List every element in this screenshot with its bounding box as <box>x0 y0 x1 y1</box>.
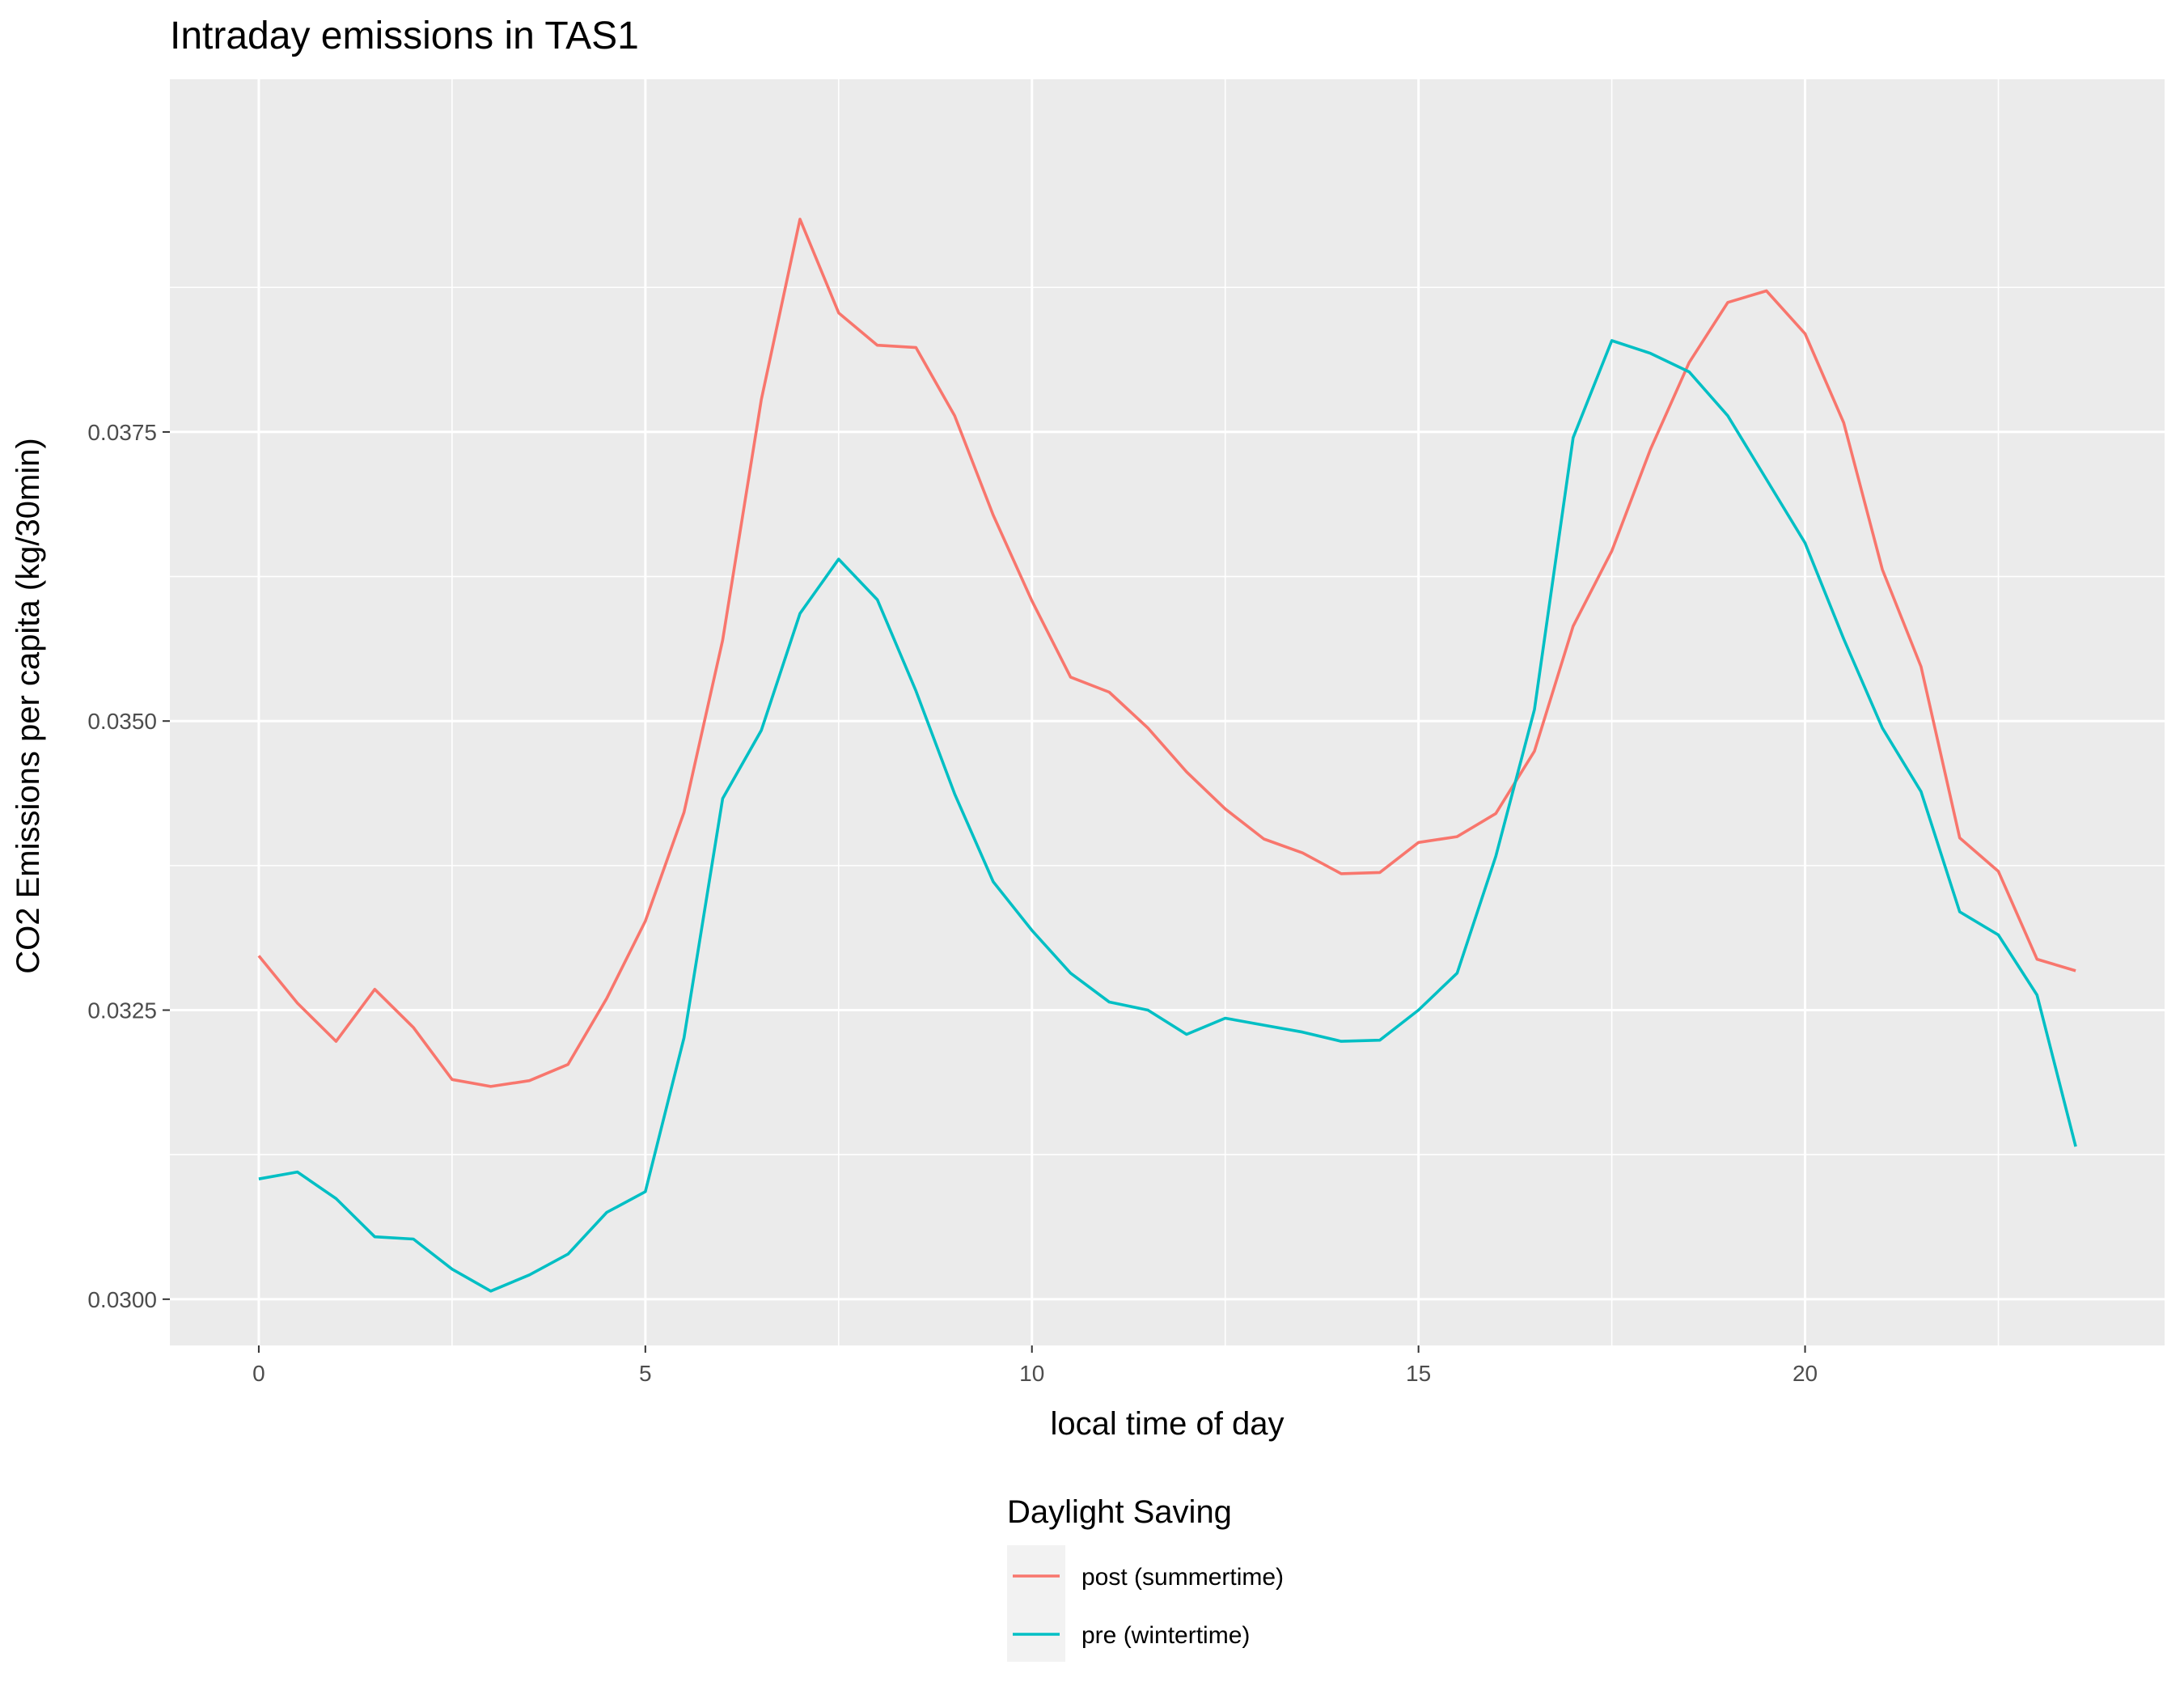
y-tick-label: 0.0350 <box>87 709 157 734</box>
series-layer <box>257 218 2077 1293</box>
x-axis-title: local time of day <box>1050 1406 1284 1442</box>
x-axis: 0 5 10 15 20 <box>252 1345 1818 1386</box>
x-tick-label: 20 <box>1792 1361 1818 1386</box>
legend-key-background <box>1007 1545 1065 1662</box>
legend-entry-label: post (summertime) <box>1081 1564 1284 1591</box>
major-gridlines <box>170 79 2165 1345</box>
plot-panel <box>170 79 2165 1345</box>
x-tick-label: 10 <box>1019 1361 1044 1386</box>
legend-entry-label: pre (wintertime) <box>1081 1622 1250 1649</box>
x-tick-label: 0 <box>252 1361 265 1386</box>
legend: Daylight Saving post (summertime) pre (wi… <box>1007 1494 1284 1662</box>
legend-keys: post (summertime) pre (wintertime) <box>1007 1545 1284 1662</box>
y-axis-title: CO2 Emissions per capita (kg/30min) <box>11 438 46 973</box>
legend-title: Daylight Saving <box>1007 1494 1232 1530</box>
y-axis: 0.0300 0.0325 0.0350 0.0375 <box>87 420 170 1312</box>
series-line-post-summertime <box>257 218 2076 1088</box>
x-tick-label: 5 <box>639 1361 652 1386</box>
series-line-pre-wintertime <box>258 339 2077 1293</box>
minor-gridlines <box>170 79 2165 1345</box>
y-tick-label: 0.0375 <box>87 420 157 445</box>
chart-title: Intraday emissions in TAS1 <box>170 15 639 57</box>
y-tick-label: 0.0325 <box>87 998 157 1023</box>
x-tick-label: 15 <box>1406 1361 1431 1386</box>
y-tick-label: 0.0300 <box>87 1287 157 1312</box>
